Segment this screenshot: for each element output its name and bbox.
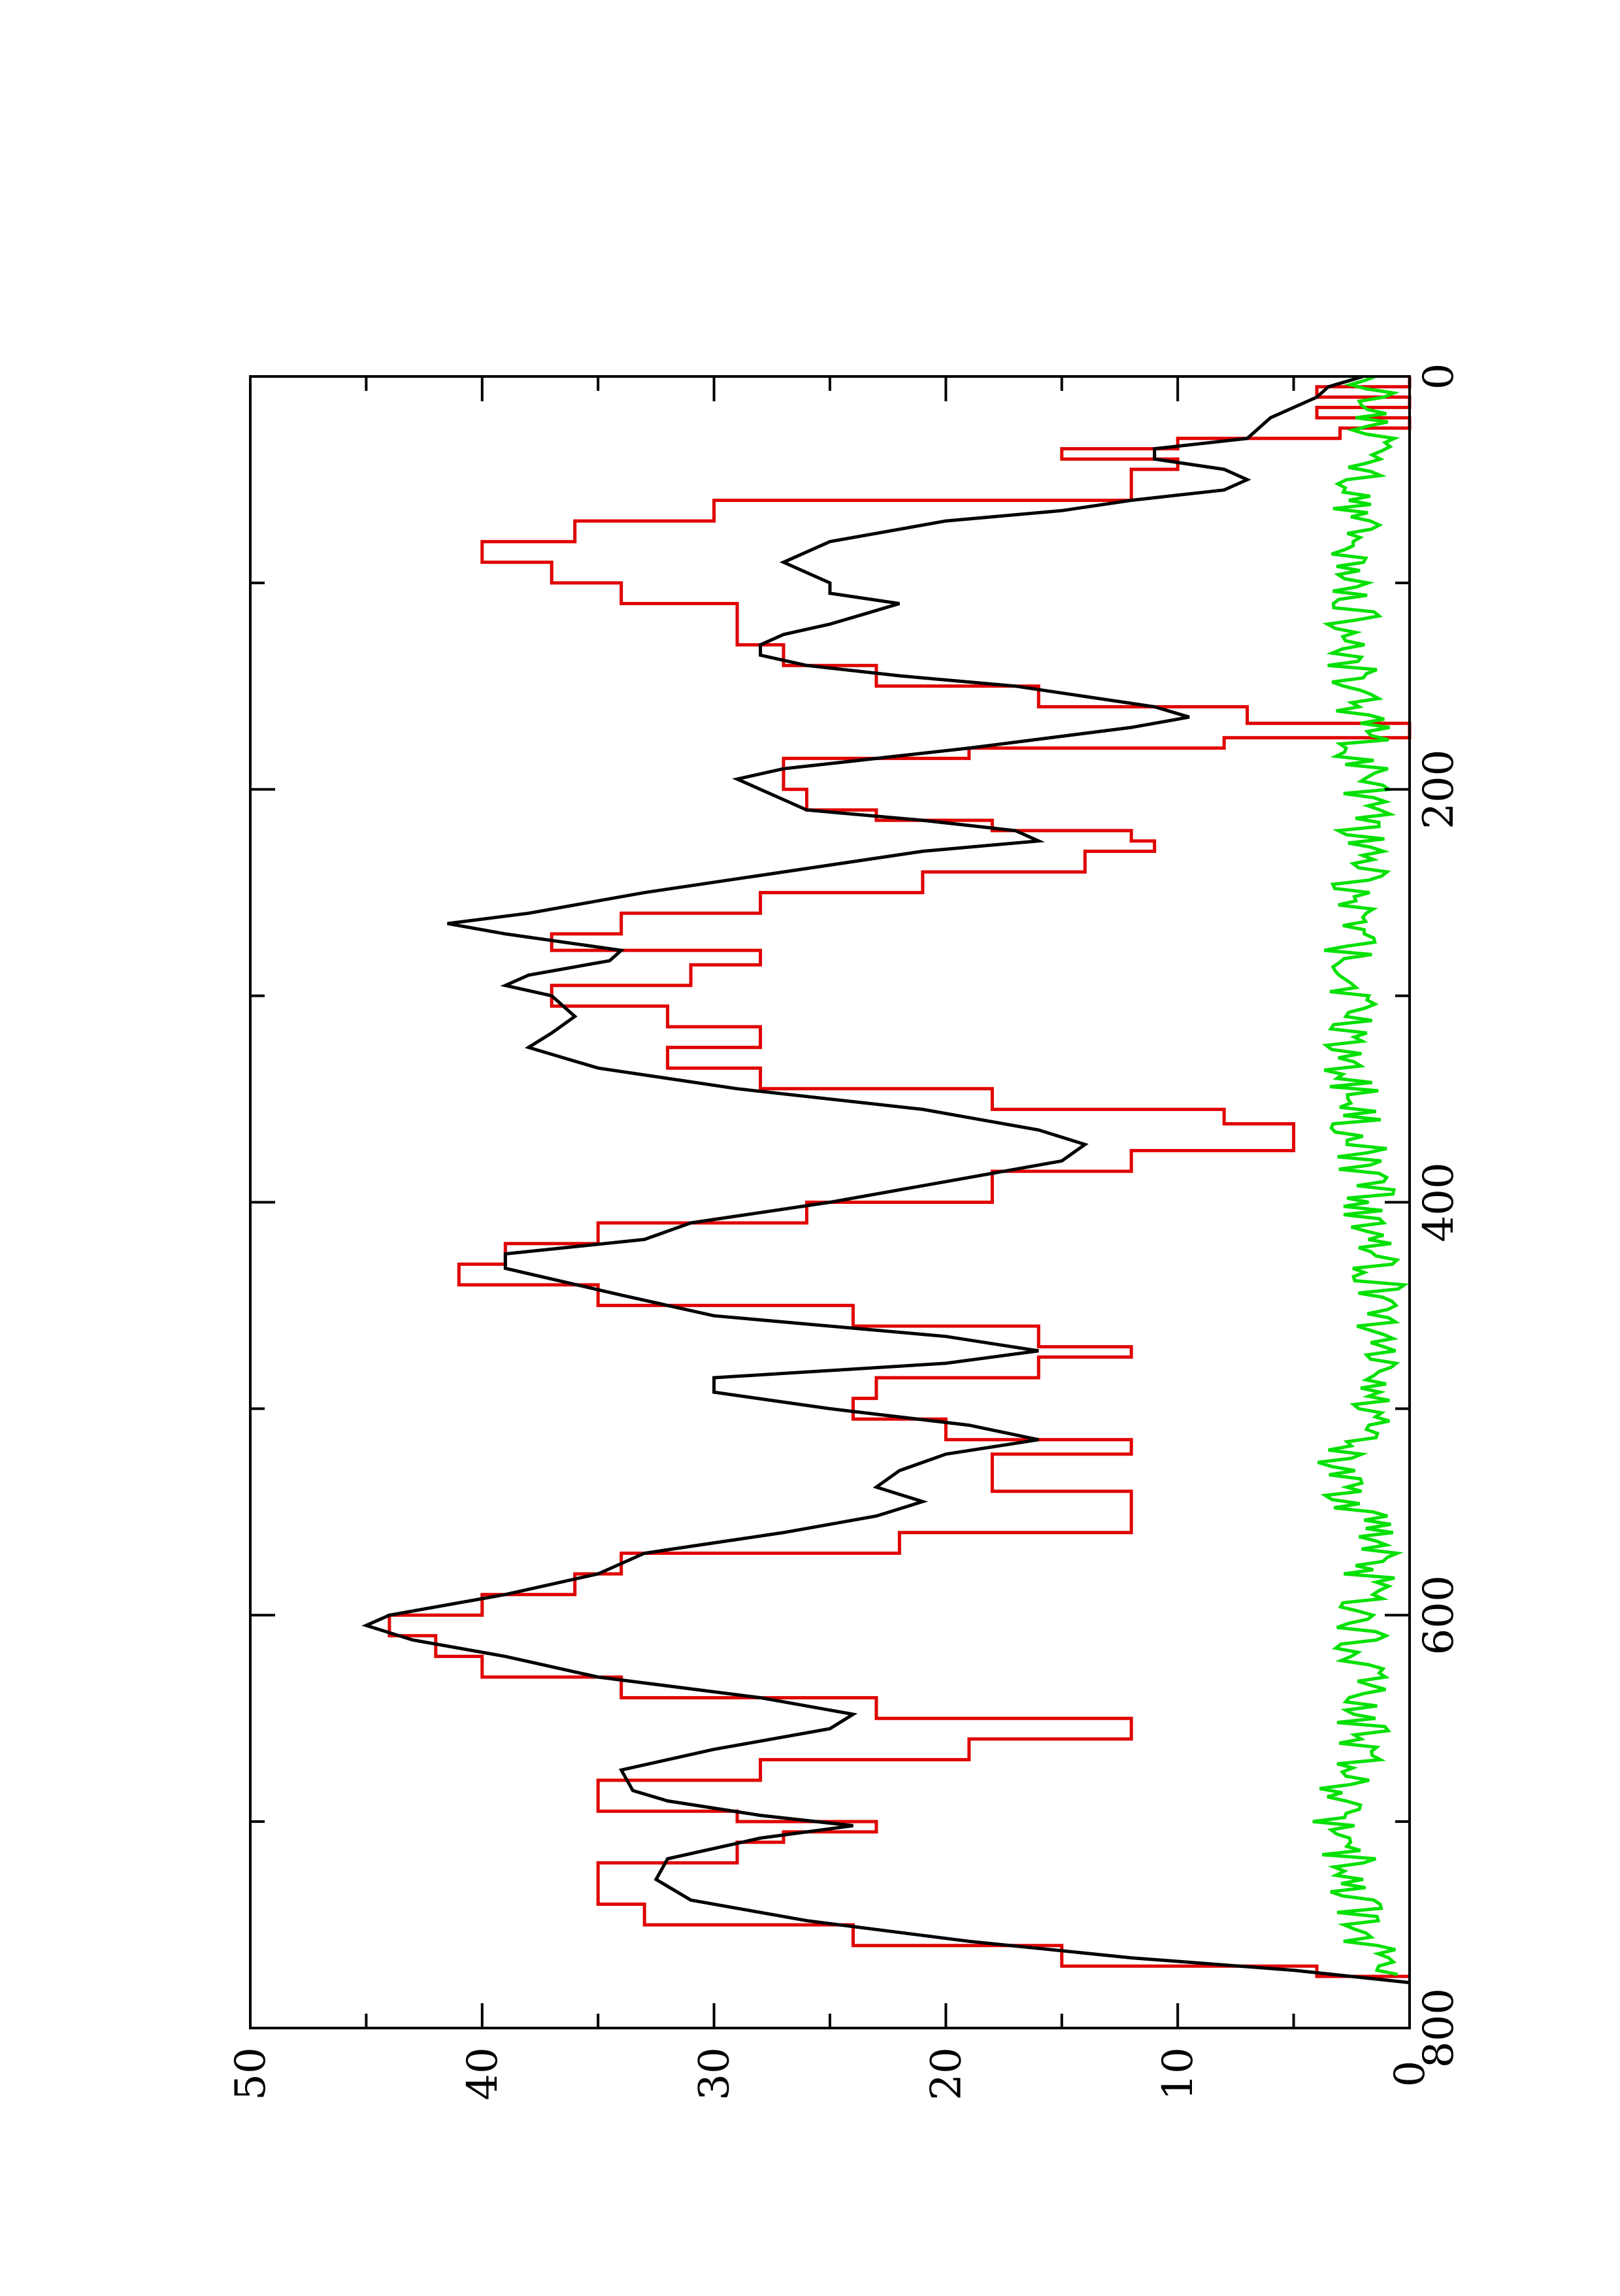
y-tick-label: 30 — [691, 2047, 739, 2100]
y-tick-label: 20 — [922, 2047, 970, 2100]
x-tick-label: 400 — [1415, 1162, 1463, 1242]
x-tick-label: 800 — [1415, 1988, 1463, 2068]
y-tick-label: 40 — [459, 2047, 507, 2100]
y-tick-label: 50 — [227, 2047, 275, 2100]
series-2-line — [361, 374, 1410, 1984]
series-layer — [361, 374, 1412, 1984]
y-tick-label: 0 — [1386, 2061, 1434, 2088]
y-tick-label: 10 — [1154, 2047, 1202, 2100]
x-tick-label: 200 — [1415, 750, 1463, 829]
x-tick-label: 0 — [1415, 363, 1463, 390]
series-3-line — [1312, 374, 1410, 1976]
tick-layer — [249, 375, 1411, 2029]
x-tick-label: 600 — [1415, 1575, 1463, 1655]
series-1-line — [388, 376, 1412, 1978]
